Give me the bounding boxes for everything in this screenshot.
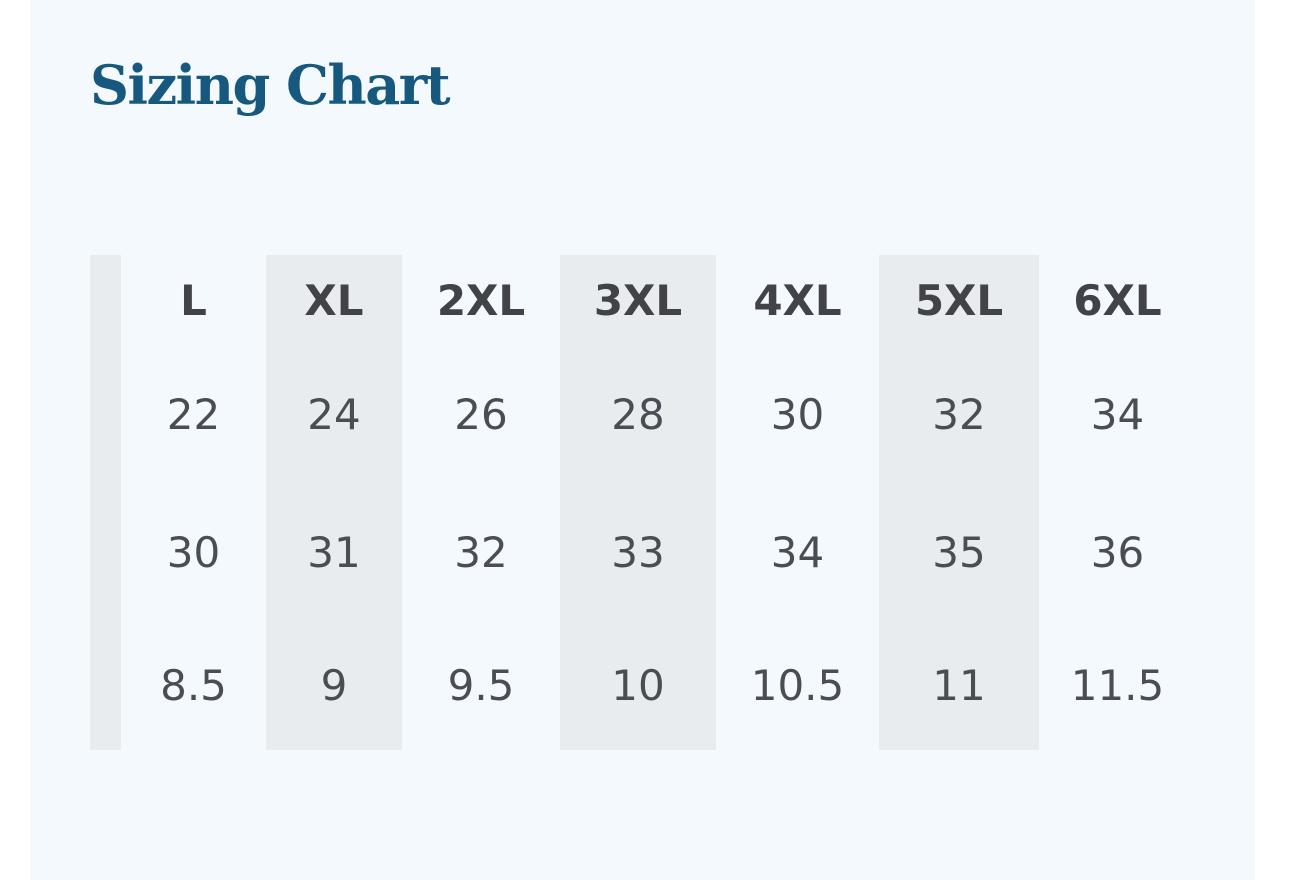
table-cell <box>90 345 121 483</box>
table-row: 22 24 26 28 30 32 34 <box>90 345 1196 483</box>
table-cell: 32 <box>879 345 1039 483</box>
table-cell: 8.5 <box>160 661 227 710</box>
table-cell: 10.5 <box>750 661 845 710</box>
table-cell: 11.5 <box>1070 661 1165 710</box>
table-cell <box>90 483 121 621</box>
header-row: L XL 2XL 3XL 4XL 5XL 6XL <box>90 255 1196 345</box>
table-cell: 22 <box>166 389 221 439</box>
page-title: Sizing Chart <box>90 53 451 117</box>
table-cell: 34 <box>1090 389 1145 439</box>
table-cell: 30 <box>166 527 221 577</box>
table-cell: 31 <box>266 483 402 621</box>
table-cell: 9 <box>266 621 402 750</box>
table-cell: 33 <box>560 483 716 621</box>
column-header-spacer <box>90 255 121 345</box>
table-row: 30 31 32 33 34 35 36 <box>90 483 1196 621</box>
table-cell <box>90 621 121 750</box>
column-header-2xl: 2XL <box>436 275 526 325</box>
column-header-xl: XL <box>266 255 402 345</box>
table-cell: 11 <box>879 621 1039 750</box>
table-cell: 28 <box>560 345 716 483</box>
content-panel: Sizing Chart L XL 2XL 3XL 4XL 5XL 6XL <box>30 0 1255 880</box>
column-header-6xl: 6XL <box>1073 275 1162 325</box>
table-cell: 34 <box>770 527 825 577</box>
table-cell: 36 <box>1090 527 1145 577</box>
table-cell: 24 <box>266 345 402 483</box>
column-header-3xl: 3XL <box>560 255 716 345</box>
sizing-table: L XL 2XL 3XL 4XL 5XL 6XL 22 24 26 28 30 <box>90 255 1196 750</box>
table-cell: 9.5 <box>447 661 515 710</box>
column-header-l: L <box>180 275 207 325</box>
table-row: 8.5 9 9.5 10 10.5 11 11.5 <box>90 621 1196 750</box>
table-cell: 10 <box>560 621 716 750</box>
column-header-4xl: 4XL <box>753 275 842 325</box>
table-cell: 26 <box>454 389 508 439</box>
column-header-5xl: 5XL <box>879 255 1039 345</box>
table-cell: 30 <box>770 389 825 439</box>
table-cell: 32 <box>454 527 508 577</box>
table-cell: 35 <box>879 483 1039 621</box>
